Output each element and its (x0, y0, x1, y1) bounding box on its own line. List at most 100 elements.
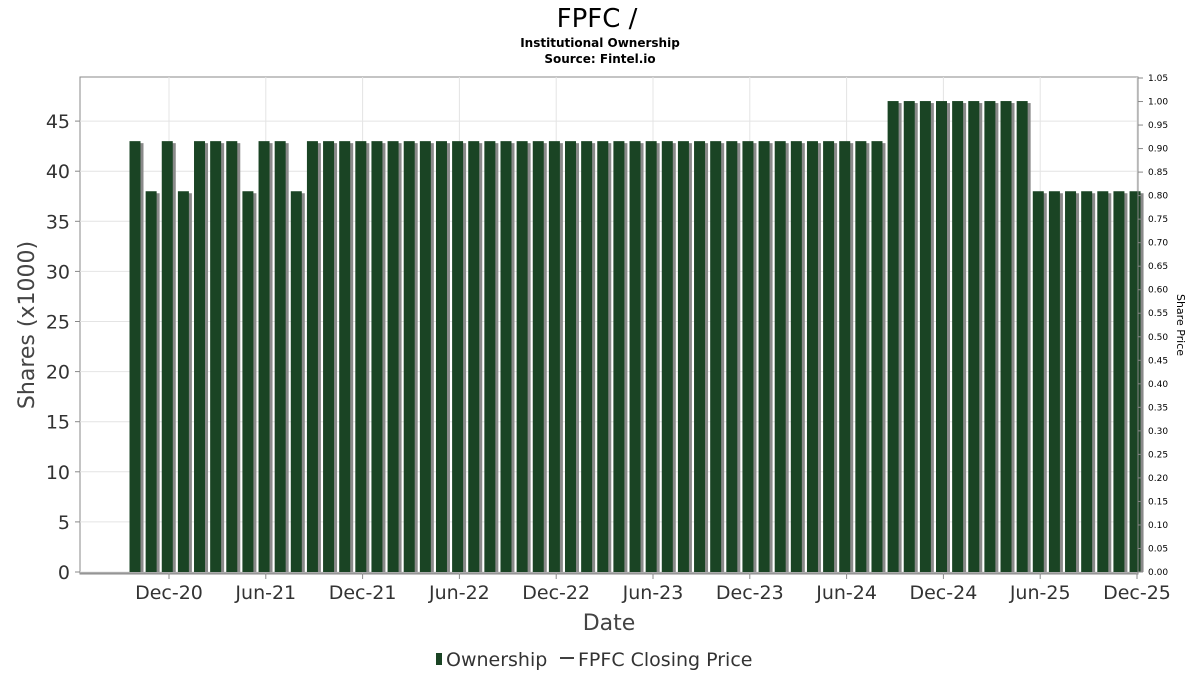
y2-tick-label: 0.50 (1148, 333, 1168, 343)
y2-tick-label: 0.70 (1148, 239, 1168, 249)
bar (1000, 101, 1012, 572)
bar (855, 141, 867, 572)
bar (629, 141, 641, 572)
bar (1113, 191, 1125, 573)
bar (677, 141, 689, 572)
x-tick-label: Dec-20 (135, 582, 203, 604)
y-tick-label: 15 (46, 412, 70, 434)
y2-axis-title: Share Price (1174, 294, 1187, 356)
bar (1016, 101, 1028, 572)
bar (403, 141, 415, 572)
y-axis-ticks: 0 5 10 15 20 25 30 35 40 45 (46, 111, 80, 584)
y2-tick-label: 0.20 (1148, 474, 1168, 484)
y-tick-label: 40 (46, 161, 70, 183)
bar (774, 141, 786, 572)
bar (177, 191, 189, 573)
bar (435, 141, 447, 572)
bar (419, 141, 431, 572)
bar (161, 141, 173, 572)
y2-axis-ticks: 0.00 0.05 0.10 0.15 0.20 0.25 0.30 0.35 0.40 0.45… (1138, 74, 1168, 578)
bar (984, 101, 996, 572)
y-tick-label: 0 (58, 562, 70, 584)
bar (661, 141, 673, 572)
bar (1129, 191, 1141, 573)
y2-tick-label: 0.05 (1148, 544, 1168, 554)
y-tick-label: 20 (46, 362, 70, 384)
bar (887, 101, 899, 572)
legend-label-ownership: Ownership (446, 649, 547, 671)
bar (274, 141, 286, 572)
bar (597, 141, 609, 572)
y-tick-label: 30 (46, 261, 70, 283)
bar (806, 141, 818, 572)
y-axis-title: Shares (x1000) (15, 241, 40, 409)
bar (758, 141, 770, 572)
bar-series-ownership (80, 101, 1144, 574)
y2-tick-label: 0.95 (1148, 121, 1168, 131)
bar (129, 141, 141, 572)
x-axis-ticks: Dec-20 Jun-21 Dec-21 Jun-22 Dec-22 Jun-23 Dec-… (135, 574, 1171, 604)
y2-tick-label: 0.85 (1148, 168, 1168, 178)
bar (226, 141, 238, 572)
y2-tick-label: 0.40 (1148, 380, 1168, 390)
y-tick-label: 5 (58, 512, 70, 534)
bar (936, 101, 947, 572)
y2-tick-label: 0.45 (1148, 356, 1168, 366)
x-tick-label: Jun-21 (234, 582, 296, 604)
bar (290, 191, 302, 573)
bar (565, 141, 577, 572)
y2-tick-label: 0.25 (1148, 450, 1168, 460)
x-tick-label: Jun-25 (1009, 582, 1071, 604)
y2-tick-label: 0.75 (1148, 215, 1168, 225)
chart-title: FPFC / (557, 4, 638, 34)
bar (371, 141, 383, 572)
bar (452, 141, 464, 572)
y2-tick-label: 0.35 (1148, 403, 1168, 413)
bar (1097, 191, 1109, 573)
bar (145, 191, 157, 573)
bar (613, 141, 625, 572)
x-tick-label: Jun-23 (622, 582, 684, 604)
bar (1081, 191, 1093, 573)
x-tick-label: Jun-24 (815, 582, 877, 604)
y2-tick-label: 0.60 (1148, 286, 1168, 296)
legend-swatch-ownership (436, 653, 442, 665)
bar (468, 141, 480, 572)
y2-tick-label: 0.00 (1148, 568, 1168, 578)
bar (1065, 191, 1077, 573)
y2-tick-label: 0.80 (1148, 192, 1168, 202)
bar (1048, 191, 1060, 573)
bar (742, 141, 754, 572)
bar (323, 141, 335, 572)
bar (258, 141, 270, 572)
y-tick-label: 25 (46, 312, 70, 334)
y2-tick-label: 0.30 (1148, 427, 1168, 437)
x-tick-label: Dec-24 (909, 582, 977, 604)
bar (952, 101, 964, 572)
bar (532, 141, 544, 572)
bar (710, 141, 722, 572)
x-tick-label: Dec-21 (329, 582, 397, 604)
y2-tick-label: 0.90 (1148, 145, 1168, 155)
bar (1032, 191, 1044, 573)
y2-tick-label: 0.55 (1148, 309, 1168, 319)
bar (242, 191, 254, 573)
x-tick-label: Dec-23 (716, 582, 784, 604)
y2-tick-label: 0.15 (1148, 497, 1168, 507)
bar (387, 141, 399, 572)
bar (645, 141, 657, 572)
y-tick-label: 10 (46, 462, 70, 484)
bar (194, 141, 206, 572)
legend-label-closing-price: FPFC Closing Price (578, 649, 752, 671)
bar (694, 141, 706, 572)
bar (581, 141, 593, 572)
bar (500, 141, 512, 572)
bar (355, 141, 367, 572)
bar (516, 141, 528, 572)
chart-subtitle-line-2: Source: Fintel.io (544, 52, 655, 66)
y2-tick-label: 1.05 (1148, 74, 1168, 84)
y-tick-label: 45 (46, 111, 70, 133)
legend: Ownership FPFC Closing Price (436, 649, 752, 671)
x-tick-label: Jun-22 (428, 582, 490, 604)
